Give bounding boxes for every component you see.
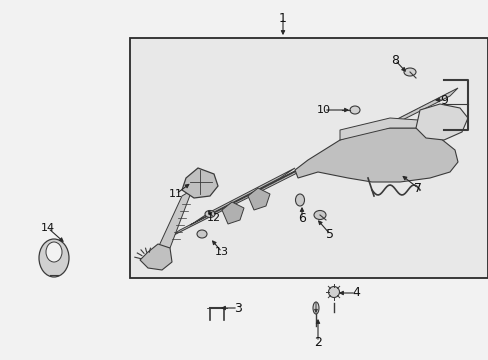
Ellipse shape (204, 211, 215, 217)
Polygon shape (294, 128, 457, 182)
Polygon shape (247, 188, 269, 210)
Text: 7: 7 (413, 181, 421, 194)
Bar (130, 38, 487, 278)
Text: 10: 10 (316, 105, 330, 115)
Text: 11: 11 (169, 189, 183, 199)
Text: 14: 14 (41, 223, 55, 233)
Ellipse shape (295, 194, 304, 206)
Polygon shape (222, 202, 244, 224)
Polygon shape (195, 168, 294, 222)
Polygon shape (190, 138, 359, 225)
Ellipse shape (312, 302, 318, 314)
Polygon shape (140, 244, 172, 270)
Ellipse shape (328, 287, 339, 297)
Polygon shape (339, 118, 439, 140)
Text: 4: 4 (351, 287, 359, 300)
Text: 13: 13 (215, 247, 228, 257)
Polygon shape (168, 88, 457, 238)
Ellipse shape (349, 106, 359, 114)
Polygon shape (158, 190, 192, 248)
Polygon shape (182, 168, 218, 198)
Text: 2: 2 (313, 336, 321, 348)
Polygon shape (415, 104, 467, 140)
Ellipse shape (39, 239, 69, 277)
Text: 9: 9 (439, 94, 447, 107)
Ellipse shape (313, 211, 325, 220)
Text: 5: 5 (325, 228, 333, 240)
Text: 6: 6 (298, 211, 305, 225)
Text: 1: 1 (279, 12, 286, 24)
Text: 12: 12 (206, 213, 221, 223)
Ellipse shape (46, 242, 62, 262)
Text: 8: 8 (390, 54, 398, 67)
Ellipse shape (197, 230, 206, 238)
Text: 3: 3 (234, 302, 242, 315)
Ellipse shape (403, 68, 415, 76)
